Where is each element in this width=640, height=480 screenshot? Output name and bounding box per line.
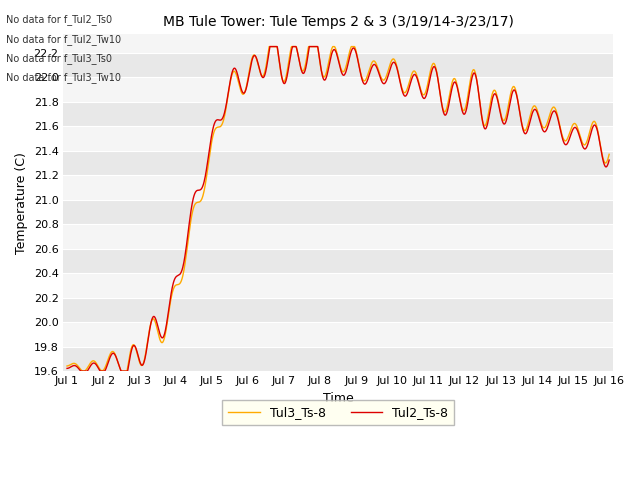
- Bar: [63, 126, 612, 151]
- Bar: [63, 77, 612, 102]
- Line: Tul2_Ts-8: Tul2_Ts-8: [67, 47, 609, 371]
- Bar: [63, 35, 612, 53]
- Legend: Tul3_Ts-8, Tul2_Ts-8: Tul3_Ts-8, Tul2_Ts-8: [222, 400, 454, 425]
- Tul2_Ts-8: [266, 44, 274, 49]
- Bar: [63, 347, 612, 371]
- Bar: [63, 151, 612, 175]
- Tul3_Ts-8: [127, 345, 135, 351]
- Tul2_Ts-8: [372, 63, 380, 69]
- Tul3_Ts-8: [63, 363, 71, 369]
- Tul2_Ts-8: [63, 365, 71, 371]
- Tul3_Ts-8: [79, 368, 87, 374]
- Bar: [63, 200, 612, 224]
- Tul3_Ts-8: [294, 50, 301, 56]
- Text: No data for f_Tul3_Ts0: No data for f_Tul3_Ts0: [6, 53, 113, 64]
- Tul3_Ts-8: [372, 61, 380, 67]
- Tul2_Ts-8: [127, 348, 135, 353]
- Tul2_Ts-8: [315, 50, 323, 56]
- Y-axis label: Temperature (C): Temperature (C): [15, 152, 28, 253]
- Line: Tul3_Ts-8: Tul3_Ts-8: [67, 47, 609, 371]
- Tul2_Ts-8: [305, 46, 313, 52]
- Tul3_Ts-8: [305, 44, 313, 49]
- Title: MB Tule Tower: Tule Temps 2 & 3 (3/19/14-3/23/17): MB Tule Tower: Tule Temps 2 & 3 (3/19/14…: [163, 15, 513, 29]
- Text: No data for f_Tul3_Tw10: No data for f_Tul3_Tw10: [6, 72, 122, 83]
- Text: No data for f_Tul2_Tw10: No data for f_Tul2_Tw10: [6, 34, 122, 45]
- Text: No data for f_Tul2_Ts0: No data for f_Tul2_Ts0: [6, 14, 113, 25]
- Tul2_Ts-8: [77, 368, 84, 374]
- X-axis label: Time: Time: [323, 392, 353, 405]
- Bar: [63, 322, 612, 347]
- Tul3_Ts-8: [266, 44, 273, 49]
- Tul3_Ts-8: [106, 353, 113, 359]
- Bar: [63, 175, 612, 200]
- Bar: [63, 249, 612, 273]
- Bar: [63, 102, 612, 126]
- Tul2_Ts-8: [106, 356, 113, 362]
- Tul3_Ts-8: [605, 151, 613, 157]
- Tul2_Ts-8: [294, 50, 301, 56]
- Bar: [63, 224, 612, 249]
- Bar: [63, 298, 612, 322]
- Bar: [63, 273, 612, 298]
- Tul2_Ts-8: [605, 157, 613, 163]
- Tul3_Ts-8: [315, 52, 323, 58]
- Bar: [63, 53, 612, 77]
